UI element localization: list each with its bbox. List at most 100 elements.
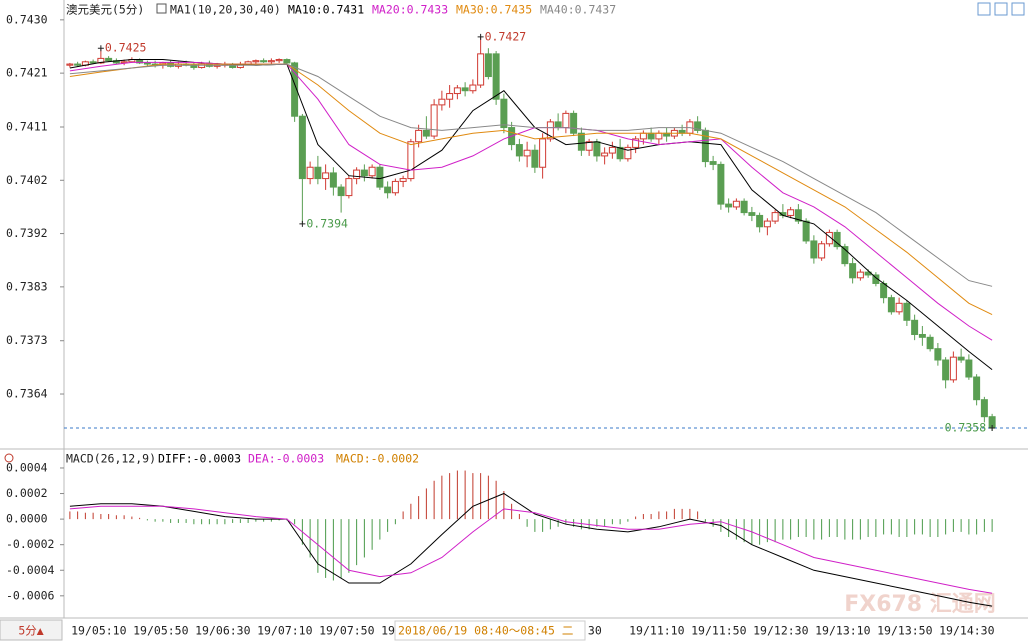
candle-body	[89, 61, 97, 64]
candle-body	[260, 60, 268, 63]
candle-body	[585, 141, 593, 151]
x-tick-label: 19/06:30	[195, 624, 250, 638]
candle-body	[608, 146, 616, 154]
y-tick-label: 0.7421	[6, 66, 48, 80]
candle-body	[802, 220, 810, 242]
candle-body	[554, 121, 562, 129]
candle-body	[337, 186, 345, 197]
candle-body	[461, 87, 469, 92]
candle-body	[709, 161, 717, 165]
candle-body	[453, 87, 461, 95]
candle-body	[810, 240, 818, 259]
candle-body	[329, 172, 337, 188]
annotation-cross	[97, 45, 104, 52]
window-button[interactable]	[994, 2, 1008, 16]
candle-body	[167, 62, 175, 67]
candle-body	[740, 200, 748, 214]
y-tick-label: 0.7411	[6, 119, 48, 133]
x-tick-label: 19/07:10	[257, 624, 312, 638]
candle-body	[515, 144, 523, 157]
annotation-cross	[989, 425, 996, 432]
candle-body	[841, 246, 849, 265]
candle-body	[825, 231, 833, 245]
y-tick-label: -0.0004	[6, 563, 55, 577]
candle-body	[384, 186, 392, 194]
indicator-line	[69, 63, 993, 316]
tooltip-box	[394, 620, 586, 641]
legend-entry: MA30:0.7435	[456, 3, 532, 17]
indicator-line	[69, 492, 993, 607]
y-tick-label: -0.0006	[6, 588, 55, 602]
candle-body	[570, 112, 578, 134]
candle-body	[647, 132, 655, 140]
settings-icon[interactable]	[4, 453, 14, 463]
y-tick-label: 0.7392	[6, 226, 48, 240]
candle-body	[368, 166, 376, 177]
candle-body	[322, 172, 330, 180]
candle-body	[422, 129, 430, 137]
indicator-icon[interactable]	[156, 3, 167, 14]
candle-body	[345, 178, 353, 197]
period-button[interactable]	[0, 619, 63, 641]
annotation-label: 0.7394	[306, 216, 348, 230]
candle-body	[469, 84, 477, 92]
y-tick-label: 0.7383	[6, 279, 48, 293]
candle-body	[632, 138, 640, 148]
candle-body	[949, 356, 957, 381]
candle-body	[903, 302, 911, 321]
y-tick-label: 0.0002	[6, 486, 48, 500]
candle-body	[314, 166, 322, 180]
candle-body	[957, 356, 965, 361]
legend-entry: MACD:-0.0002	[336, 452, 419, 466]
candle-body	[252, 60, 260, 63]
period-button-label[interactable]: 5分▲	[18, 624, 43, 638]
indicator-label: MA1(10,20,30,40)	[170, 3, 281, 17]
candle-body	[531, 149, 539, 168]
y-tick-label: 0.0004	[6, 460, 48, 474]
candle-body	[787, 209, 795, 216]
y-tick-label: -0.0002	[6, 537, 54, 551]
candle-body	[546, 121, 554, 140]
candle-body	[701, 129, 709, 163]
annotation-label: 0.7425	[105, 41, 147, 55]
candle-body	[306, 166, 314, 180]
y-tick-label: 0.7430	[6, 12, 48, 26]
window-button[interactable]	[1011, 2, 1025, 16]
candle-body	[539, 138, 547, 168]
candle-body	[484, 53, 492, 78]
x-tick-label: 19/07:50	[319, 624, 374, 638]
legend-entry: DIFF:-0.0003	[158, 452, 241, 466]
candle-body	[616, 146, 624, 160]
candle-body	[849, 263, 857, 279]
candle-body	[732, 200, 740, 208]
candle-body	[794, 209, 802, 222]
candle-body	[942, 359, 950, 381]
candle-body	[818, 243, 826, 259]
macd-title: MACD(26,12,9)	[66, 452, 156, 466]
candle-body	[360, 169, 368, 177]
window-button[interactable]	[977, 2, 991, 16]
candle-body	[430, 104, 438, 137]
x-tick-label: 19/05:10	[71, 624, 126, 638]
candle-body	[105, 57, 113, 62]
annotation-cross	[299, 220, 306, 227]
indicator-line	[69, 63, 993, 287]
candle-body	[415, 129, 423, 143]
candle-body	[500, 98, 508, 129]
candle-body	[391, 180, 399, 194]
candle-body	[639, 132, 647, 140]
candle-body	[492, 53, 500, 100]
candle-body	[856, 271, 864, 279]
candle-body	[376, 166, 384, 188]
annotation-label: 0.7358	[945, 421, 987, 435]
candle-body	[934, 348, 942, 361]
x-tick-label: 19/11:50	[691, 624, 746, 638]
y-tick-label: 0.7402	[6, 173, 48, 187]
candle-body	[887, 297, 895, 313]
x-tick-label: 19/14:30	[939, 624, 994, 638]
candle-body	[353, 169, 361, 180]
candle-body	[267, 60, 275, 63]
candle-body	[438, 98, 446, 106]
